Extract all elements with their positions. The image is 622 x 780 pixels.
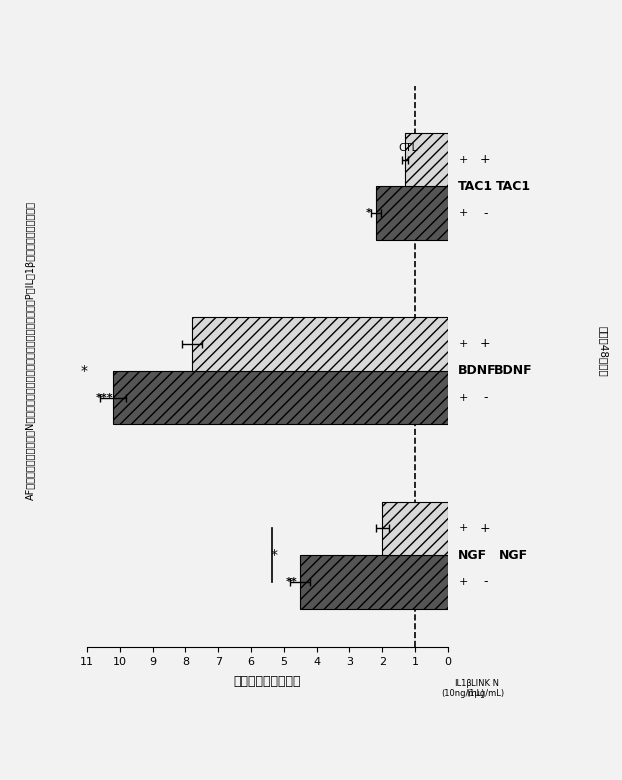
Bar [192,317,448,370]
Bar [376,186,448,240]
Text: TAC1: TAC1 [496,180,531,193]
Text: *: * [366,208,372,218]
Text: *: * [80,363,88,378]
Text: -: - [483,576,488,589]
Text: BDNF: BDNF [494,364,532,378]
Text: -: - [483,207,488,220]
Text: BDNF: BDNF [458,364,496,378]
Bar [300,555,448,609]
Text: -: - [483,391,488,404]
Text: CTL: CTL [399,143,418,153]
Text: ***: *** [95,392,113,402]
Text: 処理（48時間）: 処理（48時間） [598,325,608,377]
Text: +: + [480,522,491,535]
Text: +: + [458,523,468,534]
Text: IL1β
(10ng/mL): IL1β (10ng/mL) [442,679,485,698]
Text: +: + [458,392,468,402]
Text: +: + [458,339,468,349]
Text: AF細胞における、リンクNによる、ニューロトロフィン及びサブスタンスPのIL－1β誘導遺伝子発現の抑制: AF細胞における、リンクNによる、ニューロトロフィン及びサブスタンスPのIL－1… [26,201,36,501]
Text: NGF: NGF [458,548,487,562]
Text: +: + [480,338,491,350]
Text: LINK N
(1μg/mL): LINK N (1μg/mL) [466,679,504,698]
Text: +: + [458,208,468,218]
Text: +: + [458,577,468,587]
Bar [405,133,448,186]
Text: *: * [271,548,278,562]
Bar [113,370,448,424]
X-axis label: 相対的遺伝子発現量: 相対的遺伝子発現量 [234,675,301,689]
Text: NGF: NGF [499,548,527,562]
Text: +: + [458,154,468,165]
Text: +: + [480,153,491,166]
Text: TAC1: TAC1 [458,180,493,193]
Bar [383,502,448,555]
Text: **: ** [285,577,297,587]
